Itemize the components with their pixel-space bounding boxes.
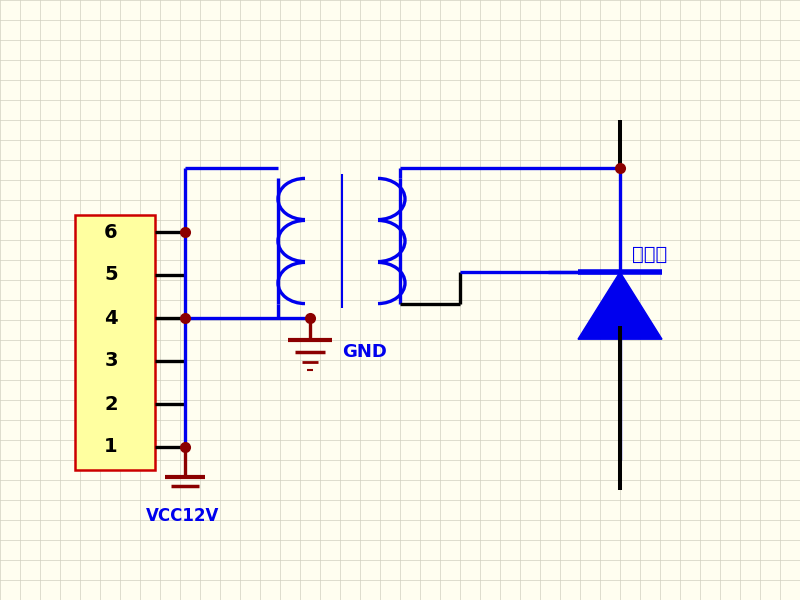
Text: VCC12V: VCC12V — [146, 507, 220, 525]
Text: 可控硒: 可控硒 — [632, 245, 667, 264]
Text: 6: 6 — [104, 223, 118, 241]
Text: 1: 1 — [104, 437, 118, 457]
Text: 3: 3 — [104, 352, 118, 370]
Text: 5: 5 — [104, 265, 118, 284]
Text: 4: 4 — [104, 308, 118, 328]
FancyBboxPatch shape — [75, 215, 155, 470]
Text: GND: GND — [342, 343, 387, 361]
Text: 2: 2 — [104, 395, 118, 413]
Polygon shape — [578, 272, 662, 339]
